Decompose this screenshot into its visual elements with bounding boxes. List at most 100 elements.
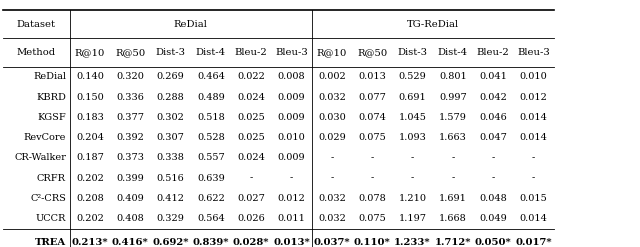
Text: 0.075: 0.075 (358, 133, 386, 142)
Text: R@10: R@10 (317, 48, 347, 57)
Text: 0.412: 0.412 (157, 194, 184, 203)
Text: 0.409: 0.409 (116, 194, 144, 203)
Text: 0.012: 0.012 (520, 93, 547, 102)
Text: 0.047: 0.047 (479, 133, 507, 142)
Text: 0.046: 0.046 (479, 113, 507, 122)
Text: -: - (371, 153, 374, 162)
Text: Dist-4: Dist-4 (196, 48, 226, 57)
Text: -: - (330, 174, 333, 183)
Text: 0.187: 0.187 (76, 153, 104, 162)
Text: 0.320: 0.320 (116, 72, 144, 81)
Text: ReDial: ReDial (174, 20, 207, 29)
Text: 0.017*: 0.017* (515, 238, 552, 247)
Text: TREA: TREA (35, 238, 66, 247)
Text: 0.030: 0.030 (318, 113, 346, 122)
Text: 0.027: 0.027 (237, 194, 265, 203)
Text: 0.622: 0.622 (197, 194, 225, 203)
Text: 0.010: 0.010 (278, 133, 305, 142)
Text: -: - (411, 153, 414, 162)
Text: 0.032: 0.032 (318, 214, 346, 223)
Text: 1.197: 1.197 (399, 214, 426, 223)
Text: 0.489: 0.489 (197, 93, 225, 102)
Text: 0.002: 0.002 (318, 72, 346, 81)
Text: Dist-4: Dist-4 (438, 48, 468, 57)
Text: 1.668: 1.668 (439, 214, 467, 223)
Text: KGSF: KGSF (37, 113, 66, 122)
Text: 0.012: 0.012 (278, 194, 305, 203)
Text: -: - (451, 153, 454, 162)
Text: Dist-3: Dist-3 (397, 48, 428, 57)
Text: R@10: R@10 (75, 48, 105, 57)
Text: 0.078: 0.078 (358, 194, 386, 203)
Text: 0.110*: 0.110* (354, 238, 390, 247)
Text: 0.373: 0.373 (116, 153, 144, 162)
Text: 0.024: 0.024 (237, 153, 265, 162)
Text: 0.691: 0.691 (399, 93, 426, 102)
Text: 0.014: 0.014 (520, 133, 547, 142)
Text: 0.150: 0.150 (76, 93, 104, 102)
Text: 0.213*: 0.213* (72, 238, 108, 247)
Text: 1.663: 1.663 (439, 133, 467, 142)
Text: 0.009: 0.009 (278, 153, 305, 162)
Text: Bleu-3: Bleu-3 (275, 48, 308, 57)
Text: 0.049: 0.049 (479, 214, 507, 223)
Text: -: - (492, 174, 495, 183)
Text: R@50: R@50 (357, 48, 387, 57)
Text: 0.997: 0.997 (439, 93, 467, 102)
Text: 0.009: 0.009 (278, 93, 305, 102)
Text: 0.010: 0.010 (520, 72, 547, 81)
Text: -: - (411, 174, 414, 183)
Text: 0.014: 0.014 (520, 214, 547, 223)
Text: 0.307: 0.307 (157, 133, 184, 142)
Text: ReDial: ReDial (33, 72, 66, 81)
Text: 0.050*: 0.050* (475, 238, 511, 247)
Text: 1.045: 1.045 (399, 113, 426, 122)
Text: 0.202: 0.202 (76, 174, 104, 183)
Text: UCCR: UCCR (36, 214, 66, 223)
Text: 0.288: 0.288 (157, 93, 184, 102)
Text: TG-ReDial: TG-ReDial (406, 20, 459, 29)
Text: -: - (290, 174, 293, 183)
Text: -: - (451, 174, 454, 183)
Text: Bleu-3: Bleu-3 (517, 48, 550, 57)
Text: 1.233*: 1.233* (394, 238, 431, 247)
Text: R@50: R@50 (115, 48, 145, 57)
Text: 0.529: 0.529 (399, 72, 426, 81)
Text: Bleu-2: Bleu-2 (235, 48, 268, 57)
Text: 0.518: 0.518 (197, 113, 225, 122)
Text: -: - (532, 174, 535, 183)
Text: -: - (330, 153, 333, 162)
Text: 0.416*: 0.416* (112, 238, 148, 247)
Text: 0.074: 0.074 (358, 113, 386, 122)
Text: 0.009: 0.009 (278, 113, 305, 122)
Text: KBRD: KBRD (36, 93, 66, 102)
Text: 0.408: 0.408 (116, 214, 144, 223)
Text: -: - (250, 174, 253, 183)
Text: CR-Walker: CR-Walker (14, 153, 66, 162)
Text: 0.008: 0.008 (278, 72, 305, 81)
Text: 0.557: 0.557 (197, 153, 225, 162)
Text: 0.336: 0.336 (116, 93, 144, 102)
Text: -: - (492, 153, 495, 162)
Text: 0.639: 0.639 (197, 174, 225, 183)
Text: C²-CRS: C²-CRS (30, 194, 66, 203)
Text: 1.210: 1.210 (399, 194, 426, 203)
Text: 1.579: 1.579 (439, 113, 467, 122)
Text: 0.692*: 0.692* (152, 238, 189, 247)
Text: -: - (371, 174, 374, 183)
Text: 0.269: 0.269 (157, 72, 184, 81)
Text: Dataset: Dataset (17, 20, 56, 29)
Text: CRFR: CRFR (37, 174, 66, 183)
Text: 0.028*: 0.028* (233, 238, 269, 247)
Text: 0.024: 0.024 (237, 93, 265, 102)
Text: 1.093: 1.093 (399, 133, 426, 142)
Text: 0.048: 0.048 (479, 194, 507, 203)
Text: 0.042: 0.042 (479, 93, 507, 102)
Text: 0.392: 0.392 (116, 133, 144, 142)
Text: 0.014: 0.014 (520, 113, 547, 122)
Text: Method: Method (17, 48, 56, 57)
Text: 1.712*: 1.712* (435, 238, 471, 247)
Text: 0.302: 0.302 (157, 113, 184, 122)
Text: 0.032: 0.032 (318, 93, 346, 102)
Text: 0.140: 0.140 (76, 72, 104, 81)
